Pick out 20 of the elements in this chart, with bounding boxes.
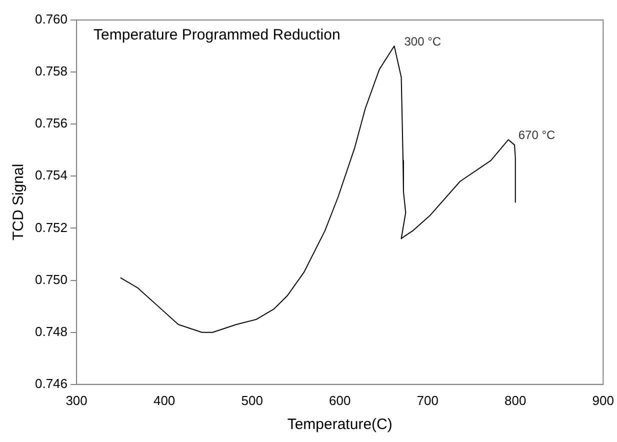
x-tick-label: 800 <box>504 392 526 408</box>
y-tick-label: 0.750 <box>34 272 68 287</box>
x-tick-label: 400 <box>153 392 176 408</box>
y-tick-label: 0.760 <box>34 12 68 27</box>
y-tick-label: 0.756 <box>34 116 68 131</box>
y-tick-label: 0.758 <box>34 64 68 79</box>
x-tick-label: 900 <box>592 392 614 408</box>
annotation: 300 °C <box>404 34 442 48</box>
y-tick-label: 0.754 <box>34 168 68 183</box>
x-tick-label: 700 <box>416 392 438 408</box>
annotation: 670 °C <box>518 128 556 142</box>
y-tick-label: 0.752 <box>34 220 68 235</box>
y-axis-title: TCD Signal <box>10 164 28 241</box>
x-tick-label: 500 <box>241 392 263 408</box>
x-tick-label: 300 <box>66 392 88 408</box>
y-tick-label: 0.748 <box>34 324 68 339</box>
x-axis-title: Temperature(C) <box>287 416 392 434</box>
y-tick-label: 0.746 <box>34 376 68 391</box>
text: Temperature Programmed Reduction <box>94 26 340 44</box>
x-tick-label: 600 <box>328 392 351 408</box>
